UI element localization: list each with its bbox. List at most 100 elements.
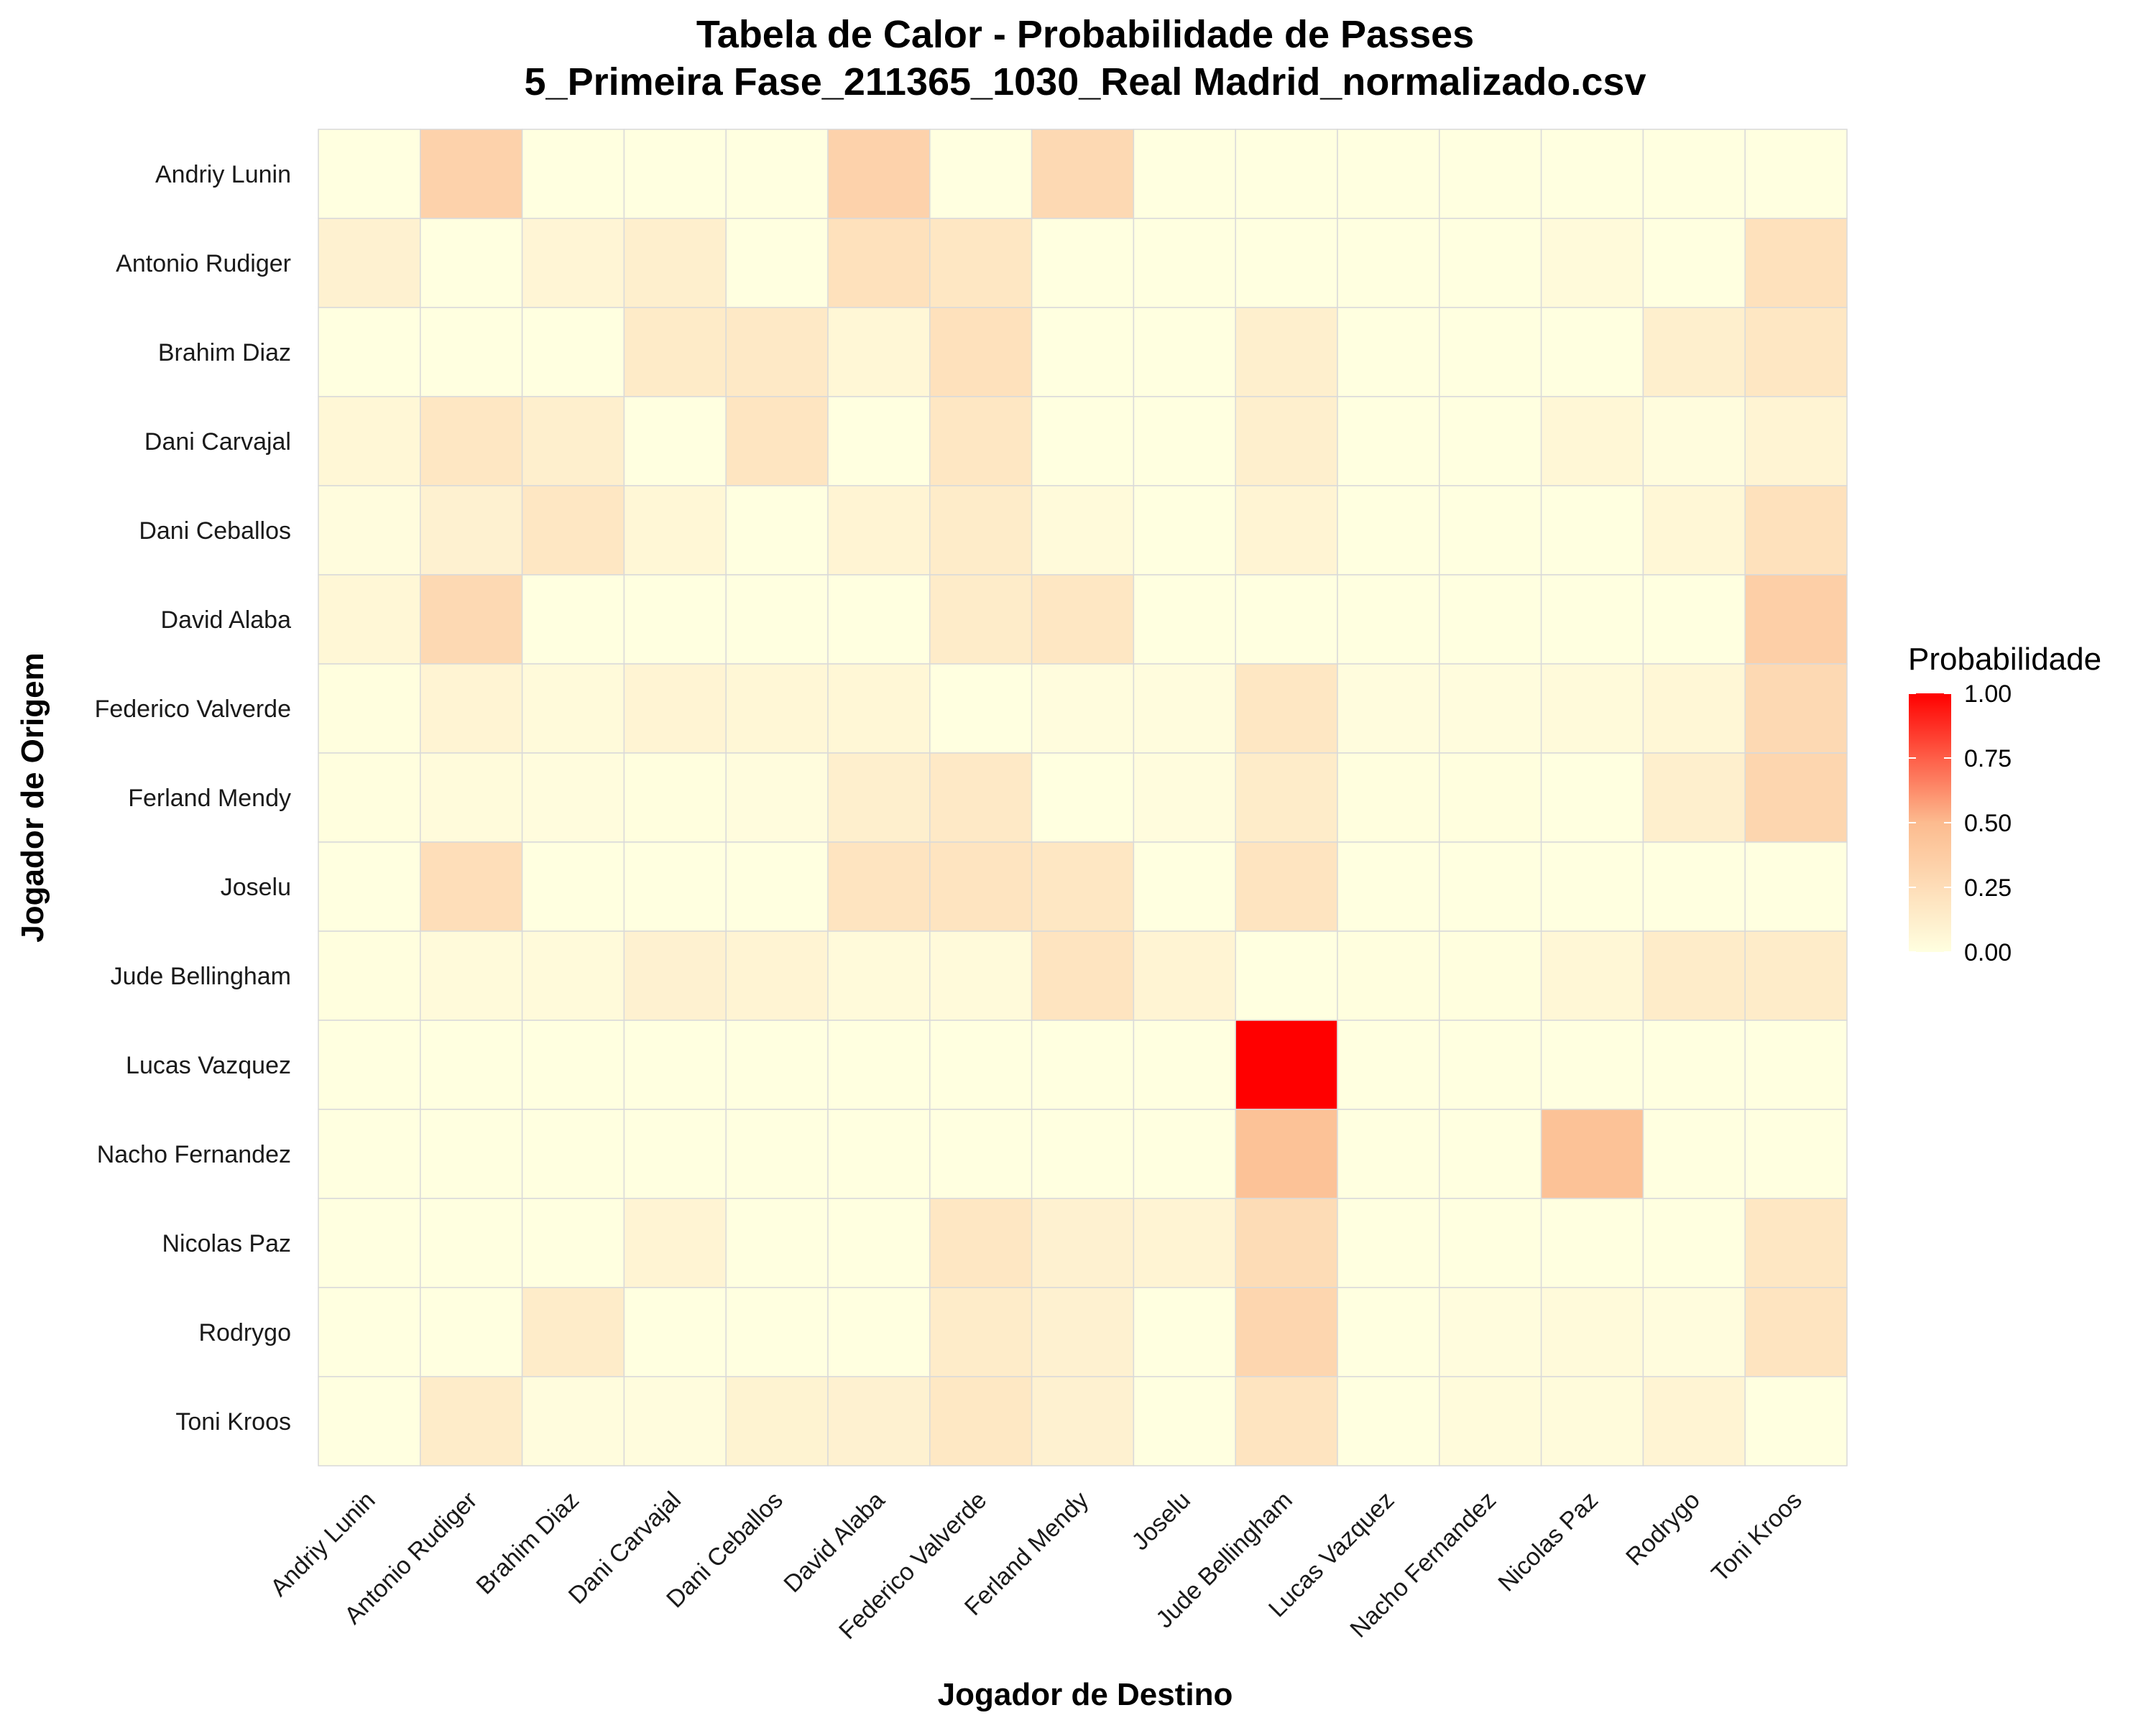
heatmap-cell — [1235, 841, 1338, 932]
heatmap-cell — [725, 1020, 829, 1110]
heatmap-cell — [1642, 930, 1746, 1021]
x-tick-label: Toni Kroos — [1706, 1487, 1807, 1587]
y-tick-label: Lucas Vazquez — [126, 1052, 291, 1079]
heatmap-cell — [623, 1287, 727, 1377]
heatmap-cell — [1031, 1109, 1135, 1199]
heatmap-cell — [1642, 307, 1746, 397]
chart-subtitle: 5_Primeira Fase_211365_1030_Real Madrid_… — [525, 60, 1646, 103]
heatmap-cell — [420, 1287, 523, 1377]
heatmap-cell — [1642, 1376, 1746, 1466]
heatmap-cell — [827, 307, 931, 397]
heatmap-cell — [623, 841, 727, 932]
heatmap-cell — [929, 485, 1033, 576]
heatmap-cell — [623, 1376, 727, 1466]
heatmap-cell — [827, 1109, 931, 1199]
heatmap-cell — [1235, 1198, 1338, 1288]
heatmap-cell — [1133, 841, 1236, 932]
heatmap-cell — [827, 485, 931, 576]
heatmap-cell — [1235, 485, 1338, 576]
heatmap-cell — [623, 663, 727, 754]
heatmap-cell — [1031, 930, 1135, 1021]
heatmap-cell — [1540, 1109, 1644, 1199]
legend-ticks: 0.00 0.25 0.50 0.75 1.00 — [1909, 680, 2012, 966]
x-tick-label: Rodrygo — [1621, 1487, 1705, 1571]
heatmap-cell — [1133, 485, 1236, 576]
heatmap-cell — [1439, 752, 1542, 843]
heatmap-cell — [1337, 1287, 1440, 1377]
heatmap-cell — [725, 1109, 829, 1199]
heatmap-cell — [1744, 752, 1848, 843]
heatmap-cell — [1235, 396, 1338, 486]
legend-tick-label: 0.00 — [1964, 939, 2012, 966]
heatmap-cell — [420, 841, 523, 932]
heatmap-cell — [1540, 1376, 1644, 1466]
heatmap-cell — [1439, 1109, 1542, 1199]
heatmap-cell — [318, 307, 421, 397]
heatmap-cell — [1439, 841, 1542, 932]
heatmap-cell — [1642, 1287, 1746, 1377]
heatmap-cell — [1540, 1287, 1644, 1377]
heatmap-cell — [1133, 752, 1236, 843]
heatmap-cell — [623, 485, 727, 576]
heatmap-cell — [1744, 129, 1848, 219]
heatmap-cell — [623, 930, 727, 1021]
heatmap-cell — [1642, 485, 1746, 576]
heatmap-cell — [1744, 930, 1848, 1021]
heatmap-cell — [1337, 930, 1440, 1021]
heatmap-cell — [725, 1287, 829, 1377]
heatmap-cell — [420, 129, 523, 219]
heatmap-cell — [1744, 396, 1848, 486]
heatmap-cell — [1642, 752, 1746, 843]
y-tick-label: Dani Carvajal — [144, 428, 291, 456]
heatmap-cells — [318, 129, 1848, 1466]
heatmap-cell — [318, 930, 421, 1021]
heatmap-cell — [827, 396, 931, 486]
heatmap-cell — [1439, 1287, 1542, 1377]
heatmap-cell — [1337, 841, 1440, 932]
heatmap-cell — [1642, 663, 1746, 754]
heatmap-cell — [521, 1287, 625, 1377]
x-tick-label: Andriy Lunin — [265, 1487, 381, 1602]
heatmap-cell — [1235, 574, 1338, 665]
heatmap-cell — [318, 752, 421, 843]
y-tick-label: Antonio Rudiger — [116, 250, 291, 277]
heatmap-cell — [318, 574, 421, 665]
y-tick-label: Andriy Lunin — [155, 161, 291, 188]
legend-tick-label: 0.25 — [1964, 874, 2012, 902]
heatmap-cell — [420, 1198, 523, 1288]
heatmap-cell — [929, 396, 1033, 486]
heatmap-cell — [420, 307, 523, 397]
heatmap-cell — [827, 841, 931, 932]
heatmap-cell — [1337, 218, 1440, 308]
heatmap-cell — [521, 841, 625, 932]
heatmap-cell — [1744, 1376, 1848, 1466]
heatmap-cell — [1744, 1198, 1848, 1288]
heatmap-cell — [318, 841, 421, 932]
heatmap-cell — [1744, 1287, 1848, 1377]
heatmap-cell — [521, 930, 625, 1021]
heatmap-cell — [1235, 1109, 1338, 1199]
heatmap-cell — [827, 752, 931, 843]
heatmap-cell — [318, 1198, 421, 1288]
heatmap-cell — [1235, 129, 1338, 219]
heatmap-cell — [725, 485, 829, 576]
heatmap-cell — [1540, 930, 1644, 1021]
heatmap-cell — [725, 1198, 829, 1288]
heatmap-cell — [1133, 574, 1236, 665]
heatmap-cell — [1642, 396, 1746, 486]
heatmap-cell — [420, 1376, 523, 1466]
heatmap-cell — [521, 485, 625, 576]
heatmap-cell — [521, 1198, 625, 1288]
heatmap-cell — [1133, 1198, 1236, 1288]
y-tick-label: Dani Ceballos — [139, 517, 291, 545]
heatmap-cell — [1031, 1287, 1135, 1377]
heatmap-cell — [1540, 129, 1644, 219]
heatmap-cell — [521, 1020, 625, 1110]
heatmap-cell — [623, 396, 727, 486]
heatmap-cell — [623, 218, 727, 308]
heatmap-cell — [827, 1287, 931, 1377]
x-tick-label: David Alaba — [778, 1487, 890, 1598]
heatmap-cell — [1540, 574, 1644, 665]
heatmap-cell — [318, 218, 421, 308]
